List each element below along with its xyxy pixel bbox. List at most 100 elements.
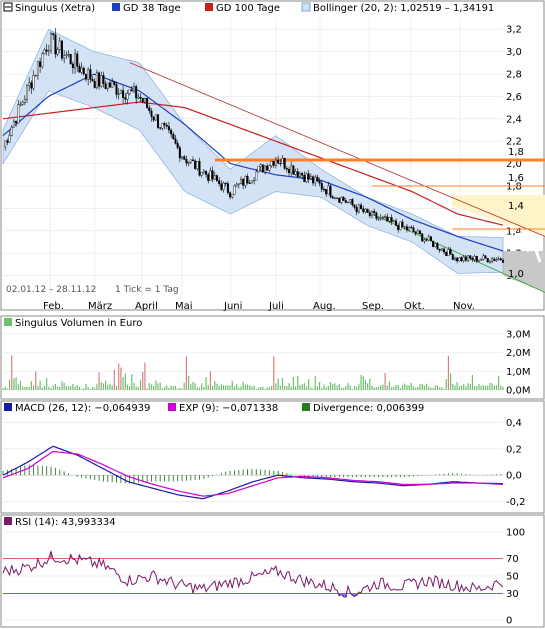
candle-body (26, 85, 29, 100)
candle-body (453, 257, 456, 260)
candle-body (39, 61, 42, 67)
candle-body (246, 176, 249, 184)
volume-bar (312, 388, 314, 390)
volume-bar (482, 385, 484, 390)
candle-body (211, 170, 214, 180)
volume-bar (74, 386, 76, 390)
candle-body (87, 69, 90, 80)
candle-body (388, 217, 391, 222)
candle-body (342, 197, 345, 201)
volume-bar (229, 385, 231, 390)
candle-body (122, 90, 125, 98)
candle-body (410, 227, 413, 229)
candle-body (141, 97, 144, 103)
price-panel: Singulus (Xetra) GD 38 Tage GD 100 Tage … (0, 0, 545, 312)
candle-body (499, 258, 502, 261)
volume-bar (382, 384, 384, 390)
volume-bar (399, 388, 401, 390)
volume-bar (495, 385, 498, 390)
candle-body (322, 188, 325, 191)
candle-body (384, 216, 387, 218)
candle-body (128, 89, 131, 94)
price-y-tick: 1,8 (506, 182, 522, 193)
volume-bar (380, 385, 382, 390)
candle-body (43, 49, 46, 54)
candle-body (174, 138, 177, 144)
volume-bar (196, 387, 198, 390)
candle-body (497, 258, 500, 260)
volume-bar (236, 383, 238, 390)
volume-bar (81, 388, 83, 390)
price-x-tick: Okt. (404, 301, 425, 312)
volume-bar (476, 386, 478, 390)
candle-body (318, 180, 321, 184)
candle-body (220, 183, 223, 190)
candle-body (176, 143, 179, 148)
candle-body (71, 63, 74, 69)
candle-body (191, 159, 194, 162)
volume-bar (406, 385, 408, 390)
divergence-bars (2, 464, 502, 484)
volume-bar (225, 385, 227, 390)
volume-bar (2, 388, 4, 390)
candle-body (183, 156, 186, 160)
volume-bar (471, 375, 474, 390)
candle-body (349, 199, 352, 203)
volume-bar (166, 385, 168, 390)
volume-bar (194, 383, 196, 390)
candle-body (28, 82, 31, 86)
volume-bar (318, 381, 321, 390)
volume-bar (375, 387, 377, 390)
candle-body (152, 116, 155, 121)
volume-bar (159, 382, 161, 390)
candle-body (229, 192, 232, 198)
volume-bar (115, 386, 118, 390)
candle-body (416, 230, 419, 234)
macd-y-tick: 0,4 (506, 418, 522, 429)
volume-bar (48, 386, 50, 390)
candle-body (288, 169, 291, 174)
candle-body (45, 49, 48, 52)
volume-y-tick: 3,0M (506, 329, 531, 340)
macd-panel: MACD (26, 12): −0,064939 EXP (9): −0,071… (0, 400, 545, 514)
volume-bar (432, 388, 434, 390)
volume-bar (454, 385, 456, 390)
macd-y-axis: 0,4 0,2 0,0 -0,2 (506, 418, 526, 508)
volume-panel-frame (0, 315, 545, 400)
candle-body (189, 159, 192, 163)
candle-body (6, 140, 9, 143)
candle-body (425, 239, 428, 241)
band-icon (301, 2, 311, 12)
candle-body (74, 53, 77, 69)
candle-body (285, 168, 288, 170)
candle-body (456, 257, 459, 262)
candle-body (205, 170, 208, 175)
volume-bar (360, 375, 362, 390)
candle-body (235, 184, 238, 187)
candle-body (218, 180, 221, 184)
volume-bar (292, 376, 294, 390)
candle-body (268, 165, 271, 171)
candle-body (264, 165, 267, 173)
candle-body (327, 185, 330, 195)
volume-bar (275, 383, 277, 390)
volume-bar (428, 386, 430, 390)
volume-bar (120, 367, 122, 390)
candle-body (98, 72, 101, 87)
volume-bar (491, 383, 493, 390)
candle-body (443, 248, 446, 253)
candle-body (309, 176, 312, 180)
candle-body (331, 196, 334, 199)
candle-body (312, 176, 315, 184)
volume-bar (251, 386, 253, 390)
volume-bar (233, 386, 236, 390)
price-x-axis: Feb. März April Mai Juni Juli Aug. Sep. Okt. Nov. (43, 301, 475, 312)
volume-bar (179, 387, 181, 390)
candle-body (102, 75, 105, 84)
projection-area (503, 250, 545, 293)
volume-bar (367, 383, 369, 390)
candle-body (397, 225, 400, 230)
volume-bar (430, 387, 432, 390)
volume-bar (253, 385, 255, 390)
candle-body (231, 194, 234, 198)
